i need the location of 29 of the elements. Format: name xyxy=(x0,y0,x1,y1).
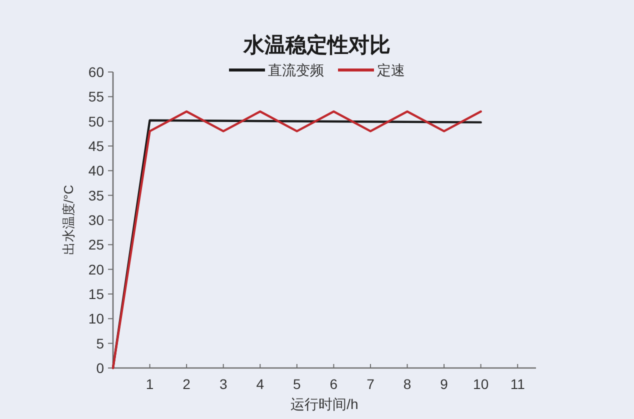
y-tick-label: 0 xyxy=(96,360,104,376)
y-tick-label: 60 xyxy=(88,64,104,80)
x-tick-label: 11 xyxy=(510,376,525,392)
x-tick-label: 1 xyxy=(146,376,154,392)
y-tick-label: 15 xyxy=(88,286,104,302)
x-label: 运行时间/h xyxy=(290,396,358,412)
y-tick-label: 55 xyxy=(88,88,104,105)
legend-label: 定速 xyxy=(377,62,405,78)
y-tick-label: 20 xyxy=(88,261,104,278)
y-tick-label: 50 xyxy=(88,113,104,130)
x-tick-label: 10 xyxy=(473,376,489,392)
y-tick-label: 40 xyxy=(88,162,104,179)
y-label: 出水温度/°C xyxy=(61,184,76,256)
x-tick-label: 8 xyxy=(403,376,412,392)
title: 水温稳定性对比 xyxy=(244,34,390,57)
y-tick-label: 45 xyxy=(88,138,104,154)
y-tick-label: 10 xyxy=(88,310,104,327)
legend-label: 直流变频 xyxy=(268,62,324,78)
x-tick-label: 2 xyxy=(182,376,190,392)
x-tick-label: 4 xyxy=(256,376,264,392)
y-tick-label: 30 xyxy=(88,212,104,228)
x-tick-label: 6 xyxy=(330,376,338,392)
x-tick-label: 7 xyxy=(366,376,374,392)
y-tick-label: 25 xyxy=(88,236,104,253)
y-tick-label: 5 xyxy=(96,335,104,352)
x-tick-label: 3 xyxy=(219,376,228,392)
y-tick-label: 35 xyxy=(88,187,104,204)
x-tick-label: 5 xyxy=(293,376,301,392)
x-tick-label: 9 xyxy=(440,376,448,392)
